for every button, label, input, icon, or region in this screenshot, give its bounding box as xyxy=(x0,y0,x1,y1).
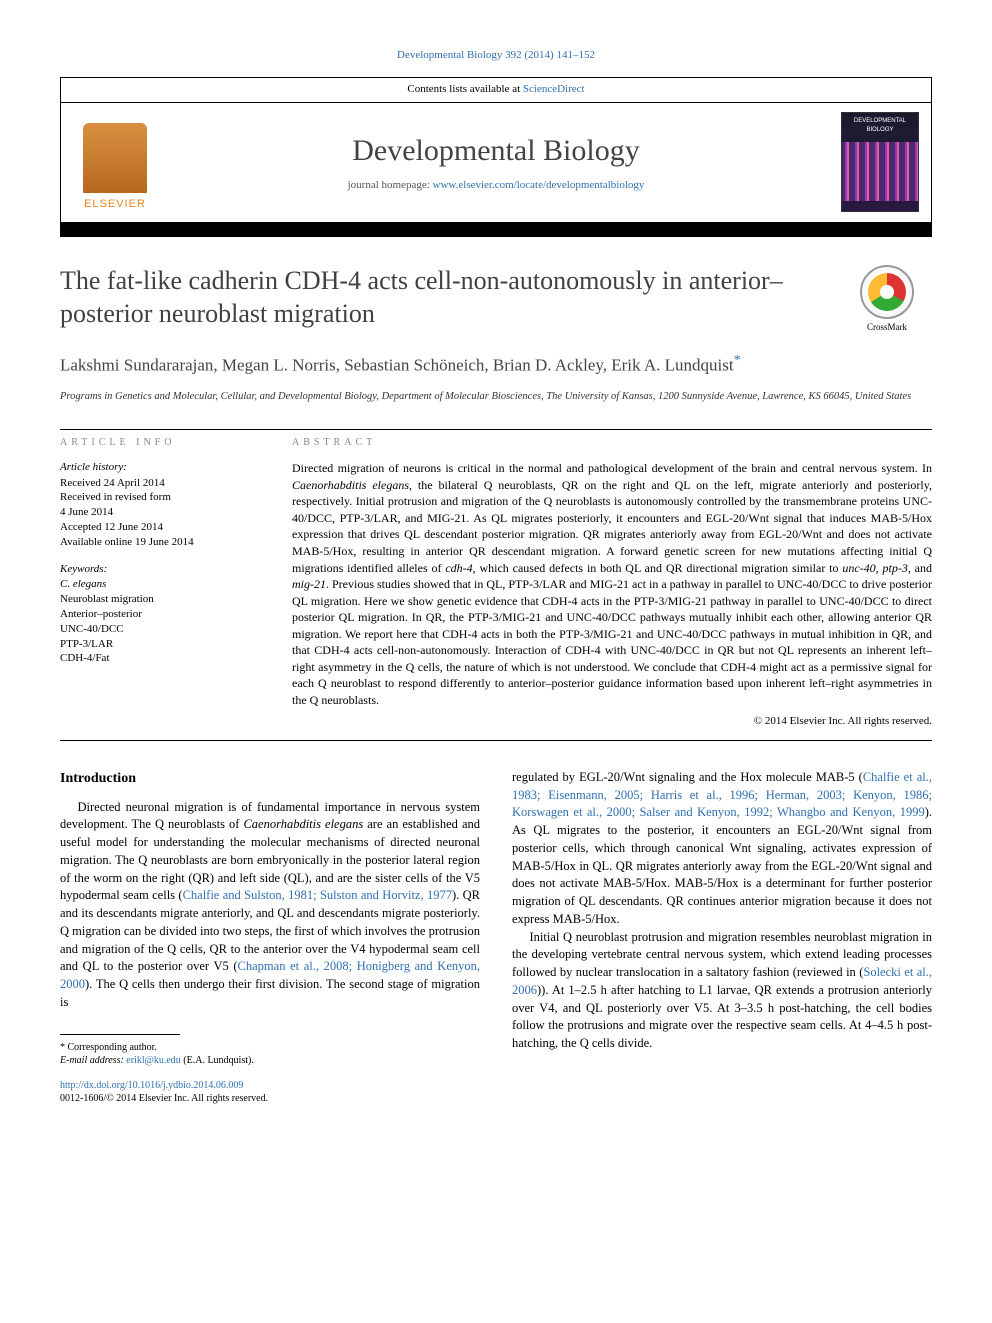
article-title: The fat-like cadherin CDH-4 acts cell-no… xyxy=(60,265,826,330)
author-list: Lakshmi Sundararajan, Megan L. Norris, S… xyxy=(60,352,932,378)
intro-text: regulated by EGL-20/Wnt signaling and th… xyxy=(512,770,863,784)
journal-cover-thumbnail: DEVELOPMENTAL BIOLOGY xyxy=(841,112,919,212)
article-info-heading: ARTICLE INFO xyxy=(60,436,260,450)
crossmark-badge[interactable]: CrossMark xyxy=(842,265,932,334)
issn-copyright: 0012-1606/© 2014 Elsevier Inc. All right… xyxy=(60,1093,268,1104)
abstract-heading: ABSTRACT xyxy=(292,436,932,450)
intro-text: )). At 1–2.5 h after hatching to L1 larv… xyxy=(512,983,932,1050)
elsevier-text: ELSEVIER xyxy=(84,197,146,212)
journal-header-box: Contents lists available at ScienceDirec… xyxy=(60,77,932,237)
contents-prefix: Contents lists available at xyxy=(407,83,522,95)
species-name: Caenorhabditis elegans xyxy=(243,817,363,831)
cover-title: DEVELOPMENTAL BIOLOGY xyxy=(842,113,918,134)
email-label: E-mail address: xyxy=(60,1055,126,1066)
intro-text: ). As QL migrates to the posterior, it e… xyxy=(512,805,932,926)
corr-author-label: * Corresponding author. xyxy=(60,1041,480,1054)
intro-paragraph-3: Initial Q neuroblast protrusion and migr… xyxy=(512,929,932,1053)
intro-text: ). The Q cells then undergo their first … xyxy=(60,977,480,1009)
history-label: Article history: xyxy=(60,460,260,475)
keywords-label: Keywords: xyxy=(60,562,260,577)
crossmark-label: CrossMark xyxy=(867,322,907,332)
author-email-link[interactable]: erikl@ku.edu xyxy=(126,1055,180,1066)
affiliation: Programs in Genetics and Molecular, Cell… xyxy=(60,390,932,404)
keywords-list: C. elegansNeuroblast migrationAnterior–p… xyxy=(60,577,260,666)
intro-paragraph-1: Directed neuronal migration is of fundam… xyxy=(60,799,480,1012)
article-history: Received 24 April 2014Received in revise… xyxy=(60,476,260,550)
citation-link[interactable]: Chalfie and Sulston, 1981; Sulston and H… xyxy=(183,888,452,902)
sciencedirect-link[interactable]: ScienceDirect xyxy=(523,83,585,95)
abstract-copyright: © 2014 Elsevier Inc. All rights reserved… xyxy=(292,714,932,729)
doi-link[interactable]: http://dx.doi.org/10.1016/j.ydbio.2014.0… xyxy=(60,1080,243,1091)
homepage-prefix: journal homepage: xyxy=(348,179,433,191)
introduction-heading: Introduction xyxy=(60,769,480,789)
citation-header[interactable]: Developmental Biology 392 (2014) 141–152 xyxy=(397,49,595,61)
email-attribution: (E.A. Lundquist). xyxy=(181,1055,254,1066)
journal-name: Developmental Biology xyxy=(61,130,931,172)
corresponding-mark: * xyxy=(734,353,741,368)
authors-text: Lakshmi Sundararajan, Megan L. Norris, S… xyxy=(60,356,734,375)
corresponding-author-footnote: * Corresponding author. E-mail address: … xyxy=(60,1041,480,1067)
journal-homepage-link[interactable]: www.elsevier.com/locate/developmentalbio… xyxy=(433,179,645,191)
abstract-body: Directed migration of neurons is critica… xyxy=(292,460,932,708)
intro-paragraph-2: regulated by EGL-20/Wnt signaling and th… xyxy=(512,769,932,929)
